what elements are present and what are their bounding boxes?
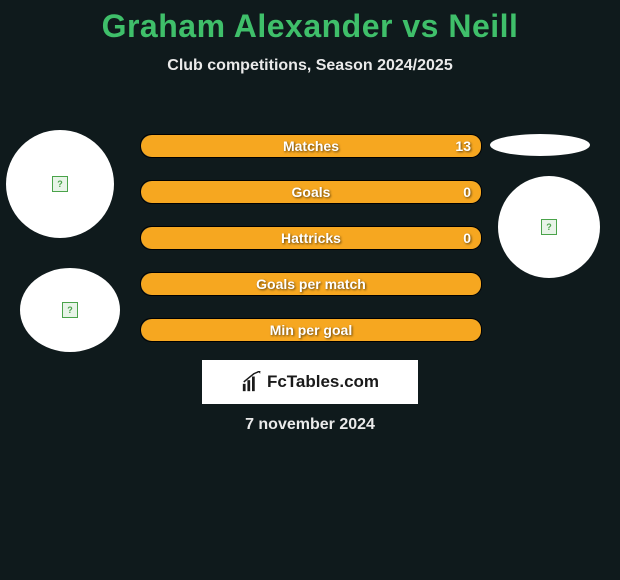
stat-row: Goals0	[140, 180, 482, 204]
stat-label: Min per goal	[141, 319, 481, 341]
stat-row: Matches13	[140, 134, 482, 158]
stat-value: 13	[455, 135, 471, 157]
brand-box[interactable]: FcTables.com	[202, 360, 418, 404]
broken-image-icon: ?	[52, 176, 68, 192]
stat-row: Min per goal	[140, 318, 482, 342]
stat-row: Goals per match	[140, 272, 482, 296]
subtitle: Club competitions, Season 2024/2025	[0, 57, 620, 75]
stat-value: 0	[463, 227, 471, 249]
stat-label: Matches	[141, 135, 481, 157]
date-text: 7 november 2024	[0, 416, 620, 434]
player-right-badge	[490, 134, 590, 156]
stat-label: Goals	[141, 181, 481, 203]
page-title: Graham Alexander vs Neill	[0, 8, 620, 45]
stat-label: Hattricks	[141, 227, 481, 249]
player-left-badge: ?	[20, 268, 120, 352]
chart-icon	[241, 371, 263, 393]
broken-image-icon: ?	[62, 302, 78, 318]
brand-text: FcTables.com	[267, 372, 379, 392]
player-right-avatar: ?	[498, 176, 600, 278]
comparison-widget: Graham Alexander vs Neill Club competiti…	[0, 8, 620, 580]
stat-value: 0	[463, 181, 471, 203]
player-left-avatar: ?	[6, 130, 114, 238]
stat-label: Goals per match	[141, 273, 481, 295]
broken-image-icon: ?	[541, 219, 557, 235]
stat-row: Hattricks0	[140, 226, 482, 250]
